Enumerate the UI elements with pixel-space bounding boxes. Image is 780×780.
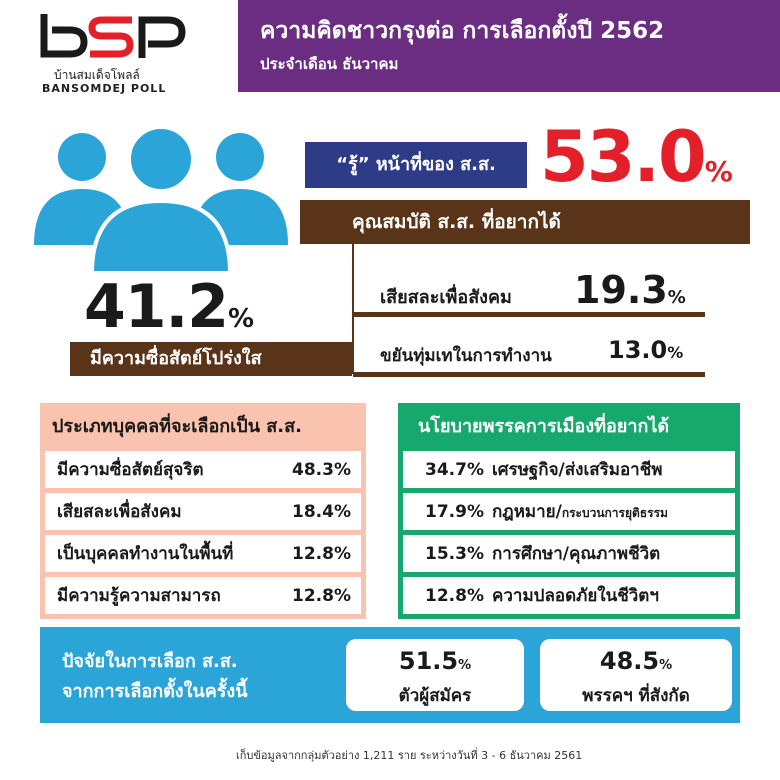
- qualifications-title: คุณสมบัติ ส.ส. ที่อยากได้: [300, 200, 750, 244]
- honesty-label: มีความซื่อสัตย์โปร่งใส: [70, 342, 352, 376]
- factor-number: 48.5: [599, 647, 660, 675]
- person-type-row: มีความรู้ความสามารถ 12.8%: [40, 577, 366, 619]
- qualification-underline: [353, 312, 705, 317]
- qualifications-divider: [352, 244, 354, 374]
- person-type-value: 12.8%: [292, 544, 351, 564]
- policy-row: 12.8% ความปลอดภัยในชีวิตฯ: [398, 577, 740, 619]
- person-type-value: 48.3%: [292, 460, 351, 480]
- factor-unit: %: [458, 658, 472, 673]
- header-banner: ความคิดชาวกรุงต่อ การเลือกตั้งปี 2562 ปร…: [238, 0, 780, 92]
- qualification-unit: %: [667, 287, 686, 308]
- person-type-row: เสียสละเพื่อสังคม 18.4%: [40, 493, 366, 535]
- policies-panel: นโยบายพรรคการเมืองที่อยากได้ 34.7% เศรษฐก…: [398, 403, 740, 619]
- factors-section: ปัจจัยในการเลือก ส.ส. จากการเลือกตั้งในค…: [40, 627, 740, 723]
- logo-subtitle: บ้านสมเด็จโพลล์: [54, 68, 140, 82]
- qualification-item: ขยันทุ่มเทในการทำงาน 13.0%: [372, 336, 712, 372]
- footnote: เก็บข้อมูลจากกลุ่มตัวอย่าง 1,211 ราย ระห…: [236, 749, 583, 762]
- factors-title-line2: จากการเลือกตั้งในครั้งนี้: [62, 681, 248, 702]
- know-duty-value: 53.0%: [540, 112, 780, 202]
- person-types-panel: ประเภทบุคคลที่จะเลือกเป็น ส.ส. มีความซื่…: [40, 403, 366, 619]
- qualification-value: 19.3%: [574, 268, 686, 312]
- qualification-label: เสียสละเพื่อสังคม: [380, 287, 512, 308]
- person-type-row: เป็นบุคคลทำงานในพื้นที่ 12.8%: [40, 535, 366, 577]
- factor-label: พรรคฯ ที่สังกัด: [582, 686, 690, 706]
- know-duty-number: 53.0: [540, 116, 707, 198]
- person-type-label: เสียสละเพื่อสังคม: [57, 502, 182, 522]
- honesty-number: 41.2: [84, 272, 229, 342]
- honesty-value: 41.2%: [84, 272, 334, 342]
- policy-label: ความปลอดภัยในชีวิตฯ: [491, 586, 659, 606]
- policy-value: 15.3%: [425, 544, 484, 564]
- factor-value: 51.5%: [346, 647, 524, 680]
- people-group-icon: [34, 125, 288, 275]
- factor-label: ตัวผู้สมัคร: [398, 686, 472, 706]
- policies-title: นโยบายพรรคการเมืองที่อยากได้: [398, 403, 740, 451]
- qualification-label: ขยันทุ่มเทในการทำงาน: [380, 346, 552, 366]
- honesty-unit: %: [228, 304, 255, 334]
- factors-title: ปัจจัยในการเลือก ส.ส. จากการเลือกตั้งในค…: [62, 647, 248, 707]
- factors-title-line1: ปัจจัยในการเลือก ส.ส.: [62, 651, 238, 672]
- know-duty-label: “รู้” หน้าที่ของ ส.ส.: [305, 142, 527, 188]
- policy-value: 12.8%: [425, 586, 484, 606]
- factor-card-party: 48.5% พรรคฯ ที่สังกัด: [540, 639, 732, 711]
- policy-label-small: กระบวนการยุติธรรม: [561, 506, 668, 520]
- person-type-label: มีความรู้ความสามารถ: [57, 586, 221, 606]
- factor-value: 48.5%: [540, 647, 732, 680]
- bansomdej-poll-logo: บ้านสมเด็จโพลล์ BANSOMDEJ POLL: [40, 10, 220, 95]
- page-subtitle: ประจำเดือน ธันวาคม: [260, 55, 399, 73]
- person-types-title: ประเภทบุคคลที่จะเลือกเป็น ส.ส.: [40, 403, 366, 451]
- policy-label: กฎหมาย/: [491, 502, 562, 522]
- person-type-row: มีความซื่อสัตย์สุจริต 48.3%: [40, 451, 366, 493]
- factor-unit: %: [659, 658, 673, 673]
- factor-card-candidate: 51.5% ตัวผู้สมัคร: [346, 639, 524, 711]
- know-duty-unit: %: [704, 155, 733, 188]
- policy-label: การศึกษา/คุณภาพชีวิต: [491, 544, 661, 564]
- bsp-logo-mark: [40, 14, 186, 58]
- qualification-unit: %: [667, 343, 684, 362]
- policy-row: 15.3% การศึกษา/คุณภาพชีวิต: [398, 535, 740, 577]
- qualification-value: 13.0%: [608, 336, 683, 364]
- qualification-number: 13.0: [608, 336, 668, 364]
- policy-row: 34.7% เศรษฐกิจ/ส่งเสริมอาชีพ: [398, 451, 740, 493]
- policy-label: เศรษฐกิจ/ส่งเสริมอาชีพ: [491, 460, 663, 480]
- person-type-label: เป็นบุคคลทำงานในพื้นที่: [57, 544, 234, 564]
- person-type-label: มีความซื่อสัตย์สุจริต: [57, 460, 204, 480]
- policy-row: 17.9% กฎหมาย/กระบวนการยุติธรรม: [398, 493, 740, 535]
- policy-value: 17.9%: [425, 502, 484, 522]
- factor-number: 51.5: [398, 647, 459, 675]
- qualification-number: 19.3: [574, 268, 668, 312]
- page-title: ความคิดชาวกรุงต่อ การเลือกตั้งปี 2562: [260, 18, 665, 44]
- policy-value: 34.7%: [425, 460, 484, 480]
- person-type-value: 12.8%: [292, 586, 351, 606]
- qualification-item: เสียสละเพื่อสังคม 19.3%: [372, 268, 712, 312]
- person-type-value: 18.4%: [292, 502, 351, 522]
- logo-english: BANSOMDEJ POLL: [42, 82, 167, 95]
- qualification-underline: [353, 372, 705, 377]
